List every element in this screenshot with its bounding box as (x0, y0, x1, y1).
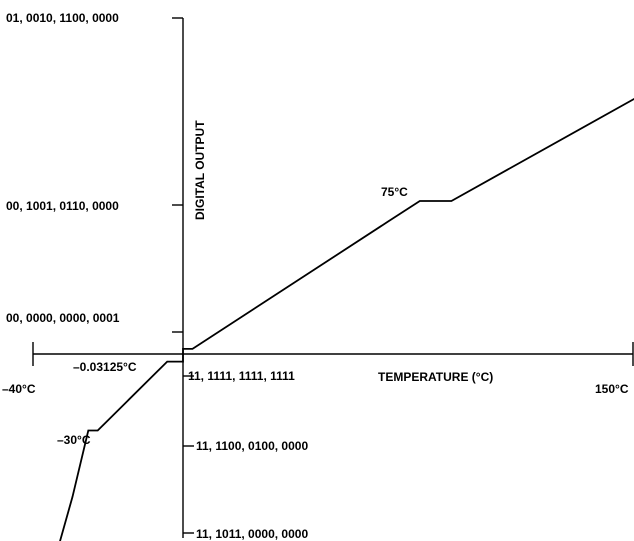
annotation-neg30c: –30°C (57, 433, 91, 447)
x-end-label-min: –40°C (2, 382, 36, 396)
y-tick-label: 00, 0000, 0000, 0001 (6, 311, 120, 325)
annotation-neg-lsb: –0.03125°C (73, 360, 137, 374)
x-axis-label: TEMPERATURE (°C) (378, 370, 493, 384)
y-tick-label: 00, 1001, 0110, 0000 (6, 199, 119, 213)
y-tick-label: 11, 1100, 0100, 0000 (196, 439, 308, 453)
annotation-75c: 75°C (381, 185, 408, 199)
series-line-transfer-function (59, 97, 634, 541)
x-end-label-max: 150°C (595, 382, 629, 396)
y-axis-label: DIGITAL OUTPUT (193, 120, 207, 220)
y-tick-label: 11, 1011, 0000, 0000 (196, 527, 308, 541)
y-tick-label: 11, 1111, 1111, 1111 (188, 369, 295, 383)
y-tick-label: 01, 0010, 1100, 0000 (6, 11, 119, 25)
